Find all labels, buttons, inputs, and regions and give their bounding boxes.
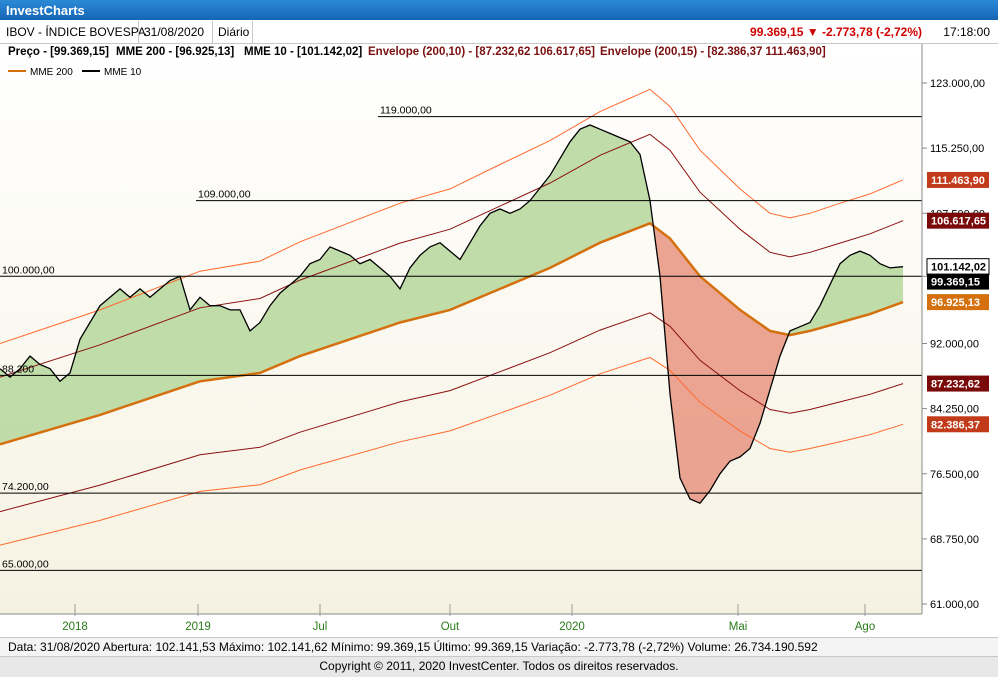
value-badge-bg-1: [927, 212, 989, 229]
hline-label-2: 100.000,00: [2, 264, 55, 276]
footer: Copyright © 2011, 2020 InvestCenter. Tod…: [0, 656, 998, 677]
horizontal-lines[interactable]: 119.000,00 109.000,00 100.000,00 88.200 74.2…: [0, 105, 922, 571]
value-badge-bg-4: [927, 294, 989, 311]
value-badge-env15-0: 111.463,90: [927, 171, 989, 188]
indicator-mme200: MME 200 - [96.925,13]: [116, 46, 234, 58]
hline-label-1: 109.000,00: [198, 189, 251, 201]
value-badge-mme200-4: 96.925,13: [927, 294, 989, 311]
value-badge-price-3: 99.369,15: [927, 273, 989, 290]
series-lines: [0, 88, 904, 546]
y-tick-label-1: 115.250,00: [930, 143, 984, 155]
series-envelope-10-sup: [0, 133, 904, 378]
y-tick-label-7: 68.750,00: [930, 534, 979, 546]
status-bar: Data: 31/08/2020 Abertura: 102.141,53 Má…: [0, 637, 998, 657]
series-envelope-15-sup: [0, 88, 904, 344]
value-badge-bg-0: [927, 171, 989, 188]
x-tick-label-3: Out: [441, 621, 460, 633]
chart-area[interactable]: Preço - [99.369,15] MME 200 - [96.925,13…: [0, 44, 998, 636]
app-title: InvestCharts: [6, 3, 85, 18]
right-value-labels: 111.463,90 106.617,65 101.142,02 99.369,15 9…: [926, 171, 990, 433]
indicator-mme10: MME 10 - [101.142,02]: [244, 46, 362, 58]
x-tick-label-4: 2020: [559, 621, 585, 633]
value-badge-text-6: 82.386,37: [931, 419, 980, 431]
value-badge-env10-1: 106.617,65: [927, 212, 989, 229]
x-tick-label-6: Ago: [855, 621, 875, 633]
y-tick-label-0: 123.000,00: [930, 78, 985, 90]
value-badge-text-2: 101.142,02: [931, 262, 986, 274]
x-axis: 2018 2019 Jul Out 2020 Mai Ago: [62, 604, 875, 633]
value-badge-bg-3: [927, 273, 989, 290]
series-envelope-15-inf: [0, 356, 904, 546]
indicator-price: Preço - [99.369,15]: [8, 46, 109, 58]
value-badge-text-1: 106.617,65: [931, 216, 986, 228]
indicator-envelope-15: Envelope (200,15) - [82.386,37 111.463,9…: [600, 46, 826, 58]
y-tick-label-4: 92.000,00: [930, 339, 979, 351]
hline-label-3: 88.200: [2, 363, 34, 375]
series-envelope-10-inf: [0, 312, 904, 513]
legend-mme10: MME 10: [104, 67, 142, 78]
value-badge-text-0: 111.463,90: [931, 175, 985, 187]
legend-mme200: MME 200: [30, 67, 73, 78]
x-tick-label-0: 2018: [62, 621, 88, 633]
value-badge-mme10-2: 101.142,02: [926, 258, 990, 276]
value-badge-bg-6: [927, 416, 989, 433]
status-text: Data: 31/08/2020 Abertura: 102.141,53 Má…: [8, 640, 818, 654]
symbol-label[interactable]: IBOV - ÍNDICE BOVESPA: [6, 25, 146, 39]
y-tick-label-5: 84.250,00: [930, 404, 979, 416]
title-bar: InvestCharts: [0, 0, 998, 20]
date-label[interactable]: 31/08/2020: [144, 25, 205, 39]
value-badge-text-3: 99.369,15: [931, 277, 980, 289]
value-badge-text-4: 96.925,13: [931, 297, 980, 309]
y-tick-label-8: 61.000,00: [930, 599, 979, 611]
value-badge-env10-5: 87.232,62: [927, 375, 989, 392]
quote-change: 99.369,15 ▼ -2.773,78 (-2,72%): [750, 25, 922, 39]
fill-above-2: [789, 251, 903, 336]
period-label[interactable]: Diário: [218, 25, 250, 39]
fill-above-0: [0, 125, 654, 445]
value-badge-bg-5: [927, 375, 989, 392]
hline-label-5: 65.000,00: [2, 558, 49, 570]
x-tick-label-1: 2019: [185, 621, 211, 633]
y-axis: 123.000,00115.250,00107.500,00100.000,00…: [922, 78, 985, 611]
hline-label-0: 119.000,00: [380, 105, 432, 117]
series-mme-200: [0, 221, 904, 446]
info-bar: IBOV - ÍNDICE BOVESPA 31/08/2020 Diário …: [0, 21, 998, 44]
y-tick-label-6: 76.500,00: [930, 469, 979, 481]
quote-time: 17:18:00: [943, 25, 990, 39]
indicator-envelope-10: Envelope (200,10) - [87.232,62 106.617,6…: [368, 46, 595, 58]
x-tick-label-5: Mai: [729, 621, 748, 633]
copyright-text: Copyright © 2011, 2020 InvestCenter. Tod…: [319, 659, 679, 673]
value-badge-env15-6: 82.386,37: [927, 416, 989, 433]
series-mme-10: [0, 124, 904, 504]
x-tick-label-2: Jul: [313, 621, 328, 633]
value-badge-text-5: 87.232,62: [931, 379, 980, 391]
hline-label-4: 74.200,00: [2, 481, 49, 493]
